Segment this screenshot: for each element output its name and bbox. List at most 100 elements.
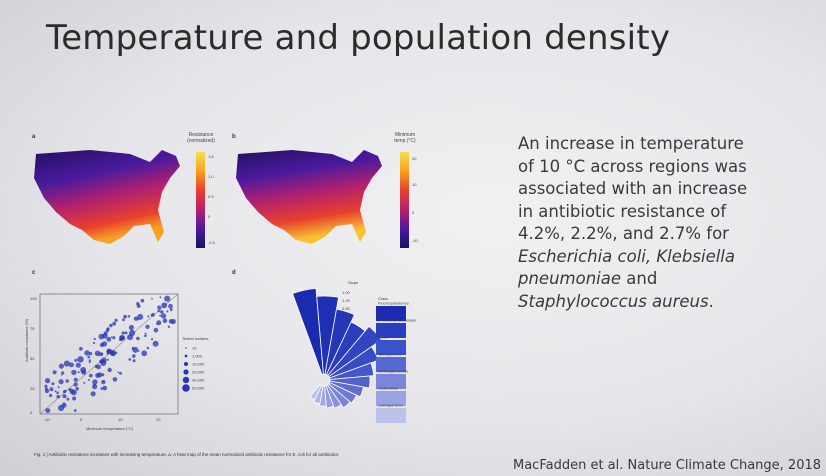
scatter-point xyxy=(159,296,162,299)
scatter-point xyxy=(74,358,78,362)
slope-title: Slope xyxy=(348,280,359,285)
size-legend-label: 10,000 xyxy=(192,362,205,367)
class-label: Aminoglycosides xyxy=(378,369,408,374)
scatter-point xyxy=(122,318,125,322)
size-legend-label: 60,000 xyxy=(192,386,205,391)
scatter-point xyxy=(119,371,122,375)
body-text: An increase in temperature of 10 °C acros… xyxy=(518,133,808,313)
scatter-point xyxy=(136,336,140,341)
body-line-text: Escherichia coli, Klebsiella xyxy=(518,246,736,266)
scatter-point xyxy=(106,336,112,342)
scatter-point xyxy=(44,388,50,394)
panel-a-tick: -0.5 xyxy=(208,240,215,245)
scatter-point xyxy=(152,340,159,347)
slope-tick: 0.75 xyxy=(342,314,351,319)
body-line-suffix: . xyxy=(708,291,714,311)
scatter-point xyxy=(128,358,132,361)
scatter-point xyxy=(161,302,168,309)
scatter-point xyxy=(73,382,78,387)
scatter-point xyxy=(168,303,173,309)
scatter-point xyxy=(128,324,134,331)
scatter-y-label: Antibiotic resistance (%) xyxy=(24,318,29,362)
scatter-point xyxy=(58,363,64,369)
size-legend-label: 10 xyxy=(192,346,197,351)
scatter-point xyxy=(140,298,145,303)
scatter-point xyxy=(101,341,108,347)
scatter-point xyxy=(57,386,60,389)
scatter-point xyxy=(107,367,112,373)
scatter-point xyxy=(92,379,98,385)
scatter-point xyxy=(160,310,164,314)
scatter-point xyxy=(129,329,136,336)
heatmap-min-temp-us xyxy=(236,150,382,244)
scatter-point xyxy=(94,350,101,357)
scatter-point xyxy=(71,369,77,376)
scatter-point xyxy=(114,318,118,322)
scatter-y-tick: 75 xyxy=(30,326,35,331)
scatter-y-tick: 50 xyxy=(30,356,35,361)
scatter-point xyxy=(97,372,103,378)
body-line: 4.2%, 2.2%, and 2.7% for xyxy=(518,223,808,246)
scatter-point xyxy=(51,382,55,386)
figure-caption: Fig. 1 | Antibiotic resistance increases… xyxy=(34,452,339,457)
scatter-y-tick: 100 xyxy=(30,296,37,301)
size-legend-marker xyxy=(184,362,188,366)
scatter-point xyxy=(56,394,60,399)
body-line-text: An increase in temperature xyxy=(518,134,744,153)
scatter-point xyxy=(56,391,59,395)
scatter-point xyxy=(131,346,134,349)
class-title: Class xyxy=(378,296,388,301)
class-swatch xyxy=(376,340,406,355)
panel-a-letter: a xyxy=(32,134,36,140)
scatter-point xyxy=(110,350,117,357)
slope-tick: 1.00 xyxy=(342,290,351,295)
body-line-text: 4.2%, 2.2%, and 2.7% for xyxy=(518,224,729,243)
scatter-point xyxy=(133,316,139,321)
scatter-point xyxy=(106,349,111,354)
size-legend-marker xyxy=(182,376,190,384)
body-line-text: associated with an increase xyxy=(518,179,748,198)
body-line-text: Staphylococcus aureus xyxy=(518,291,709,311)
panel-d-letter: d xyxy=(232,270,236,276)
scatter-point xyxy=(157,305,162,310)
scatter-point xyxy=(123,316,126,319)
scatter-point xyxy=(150,314,153,317)
panel-a-legend-title: Resistance (normalized) xyxy=(187,132,215,144)
scatter-point xyxy=(66,397,70,401)
scatter-point xyxy=(151,297,153,300)
panel-b-tick: 20 xyxy=(412,156,417,161)
scatter-point xyxy=(119,335,125,341)
scatter-point xyxy=(88,351,93,356)
scatter-point xyxy=(124,331,128,335)
scatter-point xyxy=(88,373,93,378)
scatter-point xyxy=(153,327,159,333)
scatter-point xyxy=(157,309,161,313)
scatter-point xyxy=(98,333,105,340)
scatter-point xyxy=(52,370,57,375)
scatter-point xyxy=(62,390,66,394)
scatter-point xyxy=(146,346,150,350)
class-swatch xyxy=(376,374,406,389)
scatter-point xyxy=(166,310,169,313)
body-line-text: of 10 °C across regions was xyxy=(518,156,747,176)
scatter-point xyxy=(88,359,92,362)
scatter-point xyxy=(141,350,148,357)
body-line: of 10 °C across regions was xyxy=(518,156,808,179)
scatter-point xyxy=(162,318,168,323)
size-legend-marker xyxy=(185,347,187,349)
scatter-point xyxy=(45,408,51,414)
scatter-point xyxy=(145,324,150,329)
scatter-point xyxy=(58,379,64,385)
wheel-wedge xyxy=(309,384,322,401)
size-legend-label: 40,000 xyxy=(192,378,205,383)
scatter-point xyxy=(58,404,65,412)
scatter-point xyxy=(117,371,119,373)
scatter-point xyxy=(87,355,91,359)
scatter-point xyxy=(87,378,90,381)
scatter-point xyxy=(112,321,117,326)
scatter-point xyxy=(127,315,131,318)
scatter-point xyxy=(121,331,125,335)
scatter-point xyxy=(73,409,77,412)
scatter-point xyxy=(65,379,69,383)
panel-a-tick: 0.5 xyxy=(208,194,214,199)
